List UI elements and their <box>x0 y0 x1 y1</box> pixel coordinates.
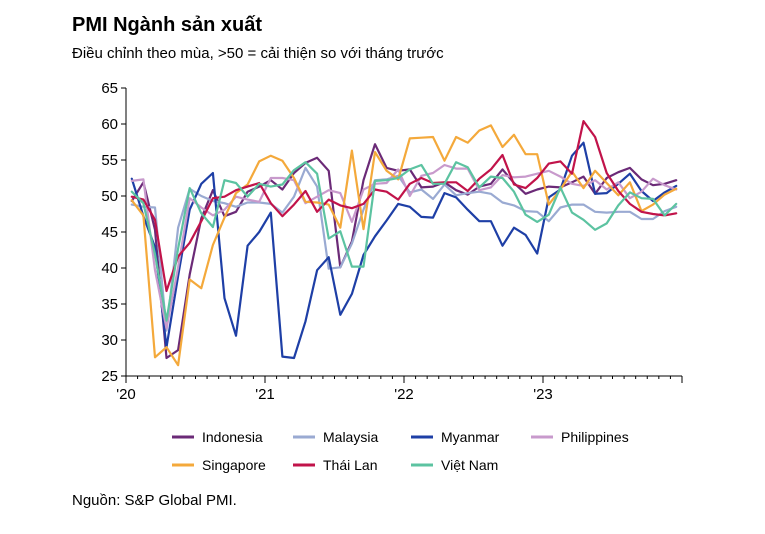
source-note: Nguồn: S&P Global PMI. <box>72 492 237 509</box>
y-tick-label: 65 <box>101 80 118 97</box>
x-tick-label: '22 <box>394 386 414 403</box>
legend-label-malaysia: Malaysia <box>323 429 378 445</box>
y-tick-label: 30 <box>101 332 118 349</box>
series-line-myanmar <box>130 141 678 360</box>
legend-label-việt-nam: Việt Nam <box>441 457 498 473</box>
series-lines <box>130 119 678 367</box>
y-tick-label: 40 <box>101 260 118 277</box>
y-tick-label: 45 <box>101 224 118 241</box>
y-tick-label: 50 <box>101 188 118 205</box>
legend-label-singapore: Singapore <box>202 457 266 473</box>
legend-label-thái-lan: Thái Lan <box>323 457 377 473</box>
legend-label-philippines: Philippines <box>561 429 629 445</box>
y-tick-label: 55 <box>101 152 118 169</box>
chart-title: PMI Ngành sản xuất <box>72 14 263 36</box>
y-tick-label: 60 <box>101 116 118 133</box>
y-tick-label: 25 <box>101 368 118 385</box>
legend-label-myanmar: Myanmar <box>441 429 500 445</box>
series-line-việt-nam <box>130 161 678 322</box>
axes: 25 30 35 40 45 50 55 60 65 '20 '21 '22 '23 <box>101 80 683 403</box>
series-line-thái-lan <box>130 119 678 293</box>
x-tick-label: '20 <box>116 386 136 403</box>
x-tick-label: '23 <box>533 386 553 403</box>
y-tick-label: 35 <box>101 296 118 313</box>
series-line-singapore <box>130 124 678 367</box>
legend: Indonesia Malaysia Myanmar Philippines Singa… <box>172 429 629 473</box>
x-tick-label: '21 <box>255 386 275 403</box>
legend-label-indonesia: Indonesia <box>202 429 263 445</box>
chart-subtitle: Điều chỉnh theo mùa, >50 = cải thiện so … <box>72 45 444 62</box>
